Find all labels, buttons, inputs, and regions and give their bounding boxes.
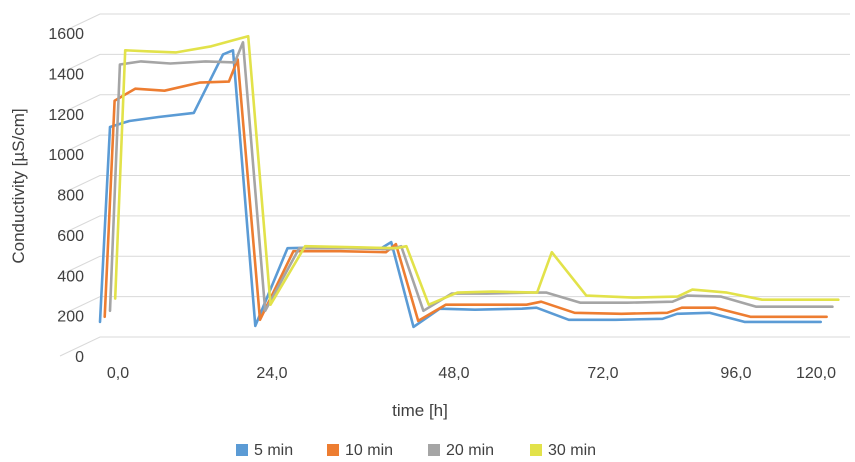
legend-item: 30 min xyxy=(530,442,596,459)
x-tick-label: 120,0 xyxy=(796,365,836,382)
x-tick-label: 96,0 xyxy=(720,365,751,382)
y-tick-label: 1400 xyxy=(48,66,84,83)
gridline xyxy=(59,336,850,357)
legend: 5 min 10 min 20 min 30 min xyxy=(236,442,596,459)
legend-item: 5 min xyxy=(236,442,293,459)
series-line xyxy=(113,34,840,307)
y-tick-label: 1200 xyxy=(48,107,84,124)
gridline xyxy=(59,175,850,195)
x-tick-label: 24,0 xyxy=(256,365,287,382)
y-axis-ticks: 0 200 400 600 800 1000 1200 1400 1600 xyxy=(48,26,84,366)
series-line xyxy=(98,48,823,329)
x-tick-label: 48,0 xyxy=(438,365,469,382)
gridline xyxy=(59,94,850,115)
legend-item: 10 min xyxy=(327,442,393,459)
y-tick-label: 600 xyxy=(57,228,84,245)
gridline xyxy=(59,13,850,34)
y-tick-label: 1600 xyxy=(48,26,84,43)
gridline xyxy=(59,255,850,276)
legend-swatch xyxy=(236,444,248,456)
y-tick-label: 0 xyxy=(75,349,84,366)
gridline xyxy=(59,134,850,155)
y-tick-label: 800 xyxy=(57,188,84,205)
x-axis-label: time [h] xyxy=(392,401,448,420)
y-tick-label: 400 xyxy=(57,268,84,285)
gridline xyxy=(59,53,850,74)
series-line xyxy=(103,58,828,323)
legend-swatch xyxy=(327,444,339,456)
x-axis-ticks: 0,0 24,0 48,0 72,0 96,0 120,0 xyxy=(107,365,836,382)
y-axis-label: Conductivity [µS/cm] xyxy=(9,108,28,263)
legend-label: 10 min xyxy=(345,442,393,459)
x-tick-label: 0,0 xyxy=(107,365,129,382)
legend-swatch xyxy=(428,444,440,456)
legend-label: 20 min xyxy=(446,442,494,459)
legend-swatch xyxy=(530,444,542,456)
y-tick-label: 1000 xyxy=(48,147,84,164)
legend-label: 30 min xyxy=(548,442,596,459)
y-tick-label: 200 xyxy=(57,309,84,326)
legend-item: 20 min xyxy=(428,442,494,459)
legend-label: 5 min xyxy=(254,442,293,459)
gridline xyxy=(59,215,850,236)
gridlines xyxy=(59,13,850,357)
x-tick-label: 72,0 xyxy=(587,365,618,382)
series-lines xyxy=(98,34,840,329)
